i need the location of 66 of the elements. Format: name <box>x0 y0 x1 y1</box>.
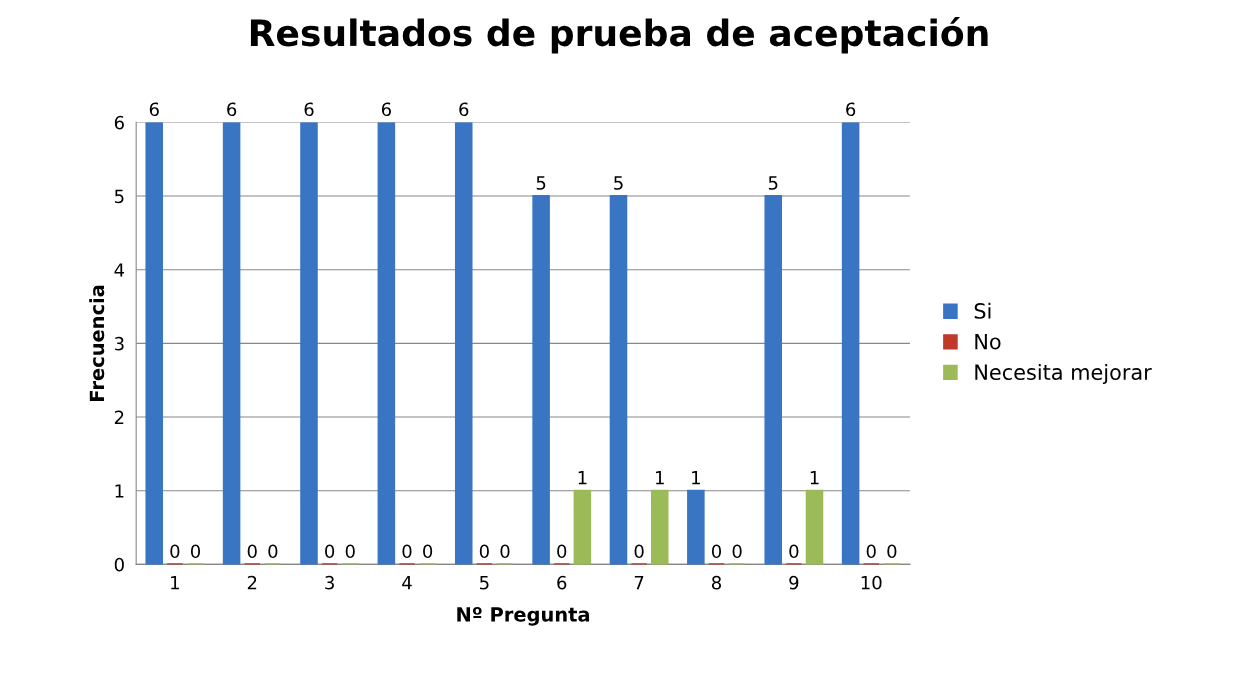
bar <box>764 195 783 565</box>
x-tick-label: 9 <box>789 575 799 590</box>
y-tick-label: 3 <box>114 336 124 351</box>
data-label: 0 <box>423 544 433 559</box>
bar <box>609 195 628 565</box>
data-label: 1 <box>655 471 664 485</box>
y-tick-label: 4 <box>114 263 125 277</box>
data-label: 6 <box>304 102 314 117</box>
y-tick-label: 5 <box>114 189 124 204</box>
legend-label: Necesita mejorar <box>975 363 1152 385</box>
y-tick-label: 6 <box>114 115 124 130</box>
legend-label: Si <box>974 302 991 319</box>
data-label: 0 <box>887 544 897 559</box>
bar <box>841 122 860 565</box>
x-tick-label: 10 <box>861 575 882 590</box>
bar <box>650 489 669 565</box>
data-label: 6 <box>381 102 391 117</box>
bar <box>300 122 318 565</box>
data-label: 0 <box>402 544 412 559</box>
chart-title: Resultados de prueba de aceptación <box>250 17 988 54</box>
bar <box>805 489 824 565</box>
data-label: 0 <box>247 544 257 559</box>
bar <box>532 195 550 565</box>
x-tick-label: 2 <box>247 575 257 590</box>
x-tick-label: 7 <box>634 576 644 590</box>
y-tick-label: 2 <box>114 410 124 424</box>
x-tick-label: 6 <box>557 575 567 590</box>
data-label: 0 <box>500 544 510 559</box>
data-label: 0 <box>866 544 876 559</box>
bar <box>222 122 241 565</box>
data-label: 1 <box>810 471 819 485</box>
data-label: 0 <box>190 544 201 559</box>
data-label: 0 <box>268 544 278 559</box>
data-label: 5 <box>768 176 778 190</box>
data-label: 5 <box>536 176 546 190</box>
data-label: 6 <box>227 102 237 117</box>
bar <box>145 122 164 565</box>
bar <box>687 489 705 565</box>
data-label: 0 <box>170 544 180 559</box>
data-label: 1 <box>692 471 700 485</box>
data-label: 0 <box>789 544 799 559</box>
x-axis-title: Nº Pregunta <box>457 607 590 626</box>
y-tick-label: 1 <box>115 484 124 498</box>
x-tick-label: 5 <box>480 576 489 590</box>
x-tick-label: 4 <box>402 576 412 590</box>
y-axis-title: Frecuencia <box>89 285 105 401</box>
data-label: 0 <box>479 544 489 559</box>
data-label: 0 <box>557 544 567 559</box>
data-label: 5 <box>614 176 623 190</box>
data-label: 0 <box>325 544 335 559</box>
bar <box>454 122 473 565</box>
x-tick-label: 3 <box>325 575 334 590</box>
data-label: 0 <box>345 544 355 559</box>
data-label: 6 <box>459 102 469 117</box>
data-label: 1 <box>578 471 587 485</box>
data-label: 6 <box>149 102 159 117</box>
x-tick-label: 1 <box>171 576 179 590</box>
data-label: 6 <box>846 102 856 117</box>
data-label: 0 <box>711 544 722 559</box>
bar <box>377 122 396 565</box>
legend-label: No <box>975 333 1001 350</box>
y-tick-label: 0 <box>114 557 124 572</box>
data-label: 0 <box>732 544 742 559</box>
bar <box>573 489 592 565</box>
data-label: 0 <box>634 544 644 559</box>
x-tick-label: 8 <box>711 575 721 590</box>
